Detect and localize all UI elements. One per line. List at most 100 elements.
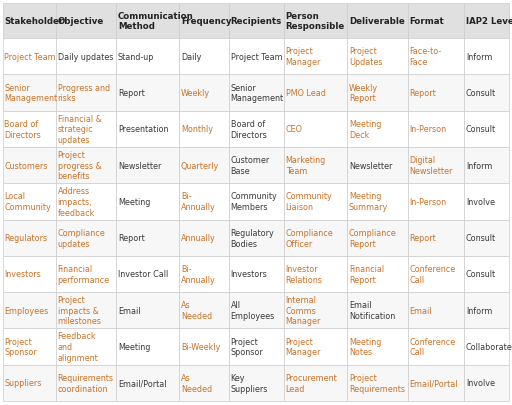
- Text: Employees: Employees: [4, 306, 48, 315]
- Text: Bi-
Annually: Bi- Annually: [181, 264, 216, 284]
- Bar: [284, 39, 347, 75]
- Bar: [56, 147, 116, 184]
- Bar: [408, 328, 464, 365]
- Bar: [56, 75, 116, 111]
- Text: PMO Lead: PMO Lead: [286, 89, 326, 98]
- Bar: [3, 256, 56, 292]
- Bar: [179, 39, 229, 75]
- Text: Investors: Investors: [4, 270, 41, 279]
- Text: Conference
Call: Conference Call: [410, 264, 456, 284]
- Bar: [347, 4, 408, 39]
- Bar: [229, 184, 284, 220]
- Bar: [3, 292, 56, 328]
- Text: Digital
Newsletter: Digital Newsletter: [410, 156, 453, 175]
- Text: Frequency: Frequency: [181, 17, 231, 26]
- Text: Financial
performance: Financial performance: [57, 264, 110, 284]
- Text: Recipients: Recipients: [230, 17, 282, 26]
- Bar: [284, 111, 347, 147]
- Text: Community
Liaison: Community Liaison: [286, 192, 332, 212]
- Bar: [347, 365, 408, 401]
- Text: Email/Portal: Email/Portal: [118, 378, 166, 387]
- Bar: [229, 292, 284, 328]
- Bar: [56, 4, 116, 39]
- Bar: [3, 147, 56, 184]
- Text: Project
Manager: Project Manager: [286, 337, 321, 356]
- Bar: [347, 184, 408, 220]
- Bar: [464, 256, 509, 292]
- Bar: [284, 365, 347, 401]
- Text: Investor Call: Investor Call: [118, 270, 168, 279]
- Text: Regulatory
Bodies: Regulatory Bodies: [230, 228, 274, 248]
- Bar: [229, 328, 284, 365]
- Text: Key
Suppliers: Key Suppliers: [230, 373, 268, 393]
- Bar: [179, 75, 229, 111]
- Bar: [347, 111, 408, 147]
- Text: Inform: Inform: [466, 53, 493, 62]
- Text: In-Person: In-Person: [410, 197, 447, 207]
- Text: Financial &
strategic
updates: Financial & strategic updates: [57, 114, 101, 145]
- Bar: [3, 328, 56, 365]
- Text: Compliance
Report: Compliance Report: [349, 228, 396, 248]
- Bar: [3, 220, 56, 256]
- Text: Senior
Management: Senior Management: [230, 83, 284, 103]
- Text: Quarterly: Quarterly: [181, 161, 219, 170]
- Bar: [3, 111, 56, 147]
- Bar: [3, 4, 56, 39]
- Text: Deliverable: Deliverable: [349, 17, 404, 26]
- Bar: [3, 75, 56, 111]
- Bar: [464, 328, 509, 365]
- Text: Objective: Objective: [57, 17, 104, 26]
- Text: Consult: Consult: [466, 89, 496, 98]
- Text: Involve: Involve: [466, 197, 495, 207]
- Bar: [408, 292, 464, 328]
- Text: Daily: Daily: [181, 53, 201, 62]
- Bar: [347, 292, 408, 328]
- Bar: [347, 256, 408, 292]
- Text: Monthly: Monthly: [181, 125, 213, 134]
- Bar: [464, 4, 509, 39]
- Bar: [408, 75, 464, 111]
- Text: Meeting
Deck: Meeting Deck: [349, 119, 381, 139]
- Text: Newsletter: Newsletter: [118, 161, 161, 170]
- Bar: [179, 4, 229, 39]
- Text: Project Team: Project Team: [4, 53, 56, 62]
- Text: Regulators: Regulators: [4, 234, 47, 243]
- Bar: [229, 256, 284, 292]
- Bar: [179, 147, 229, 184]
- Text: Meeting
Notes: Meeting Notes: [349, 337, 381, 356]
- Bar: [179, 184, 229, 220]
- Text: Feedback
and
alignment: Feedback and alignment: [57, 331, 98, 362]
- Text: Project
Sponsor: Project Sponsor: [230, 337, 263, 356]
- Bar: [116, 184, 179, 220]
- Text: Face-to-
Face: Face-to- Face: [410, 47, 442, 67]
- Text: Stand-up: Stand-up: [118, 53, 154, 62]
- Text: Consult: Consult: [466, 234, 496, 243]
- Bar: [116, 75, 179, 111]
- Bar: [408, 256, 464, 292]
- Bar: [408, 184, 464, 220]
- Text: Email: Email: [118, 306, 140, 315]
- Bar: [408, 111, 464, 147]
- Bar: [464, 75, 509, 111]
- Bar: [229, 75, 284, 111]
- Text: Format: Format: [410, 17, 444, 26]
- Text: Consult: Consult: [466, 125, 496, 134]
- Bar: [179, 256, 229, 292]
- Text: Project
Updates: Project Updates: [349, 47, 382, 67]
- Text: Newsletter: Newsletter: [349, 161, 392, 170]
- Text: As
Needed: As Needed: [181, 373, 212, 393]
- Text: Daily updates: Daily updates: [57, 53, 113, 62]
- Text: Person
Responsible: Person Responsible: [286, 12, 345, 31]
- Bar: [3, 184, 56, 220]
- Bar: [56, 328, 116, 365]
- Text: Board of
Directors: Board of Directors: [230, 119, 267, 139]
- Text: Bi-
Annually: Bi- Annually: [181, 192, 216, 212]
- Bar: [116, 39, 179, 75]
- Bar: [116, 365, 179, 401]
- Text: Weekly
Report: Weekly Report: [349, 83, 378, 103]
- Text: Community
Members: Community Members: [230, 192, 278, 212]
- Bar: [408, 4, 464, 39]
- Bar: [56, 111, 116, 147]
- Text: Board of
Directors: Board of Directors: [4, 119, 41, 139]
- Bar: [229, 365, 284, 401]
